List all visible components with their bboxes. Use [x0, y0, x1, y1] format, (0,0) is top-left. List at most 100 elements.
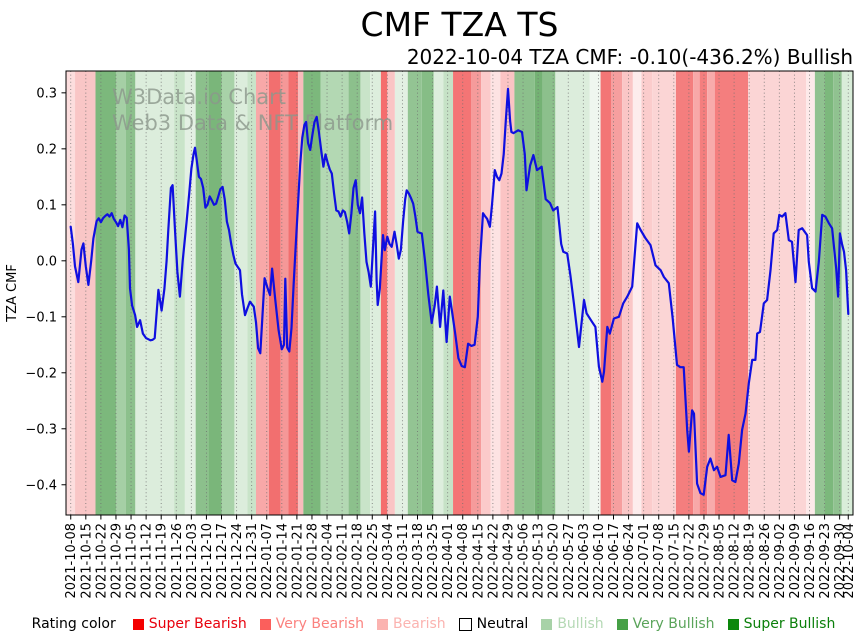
x-tick-label: 2022-05-13: [532, 523, 547, 599]
x-tick-label: 2022-01-14: [275, 523, 290, 599]
rating-band: [707, 71, 715, 515]
cmf-line: [69, 87, 850, 496]
rating-band: [806, 71, 815, 515]
legend-item-label: Neutral: [476, 616, 529, 632]
y-tick-label: 0.2: [36, 142, 57, 157]
x-tick-label: 2021-12-03: [185, 523, 200, 599]
rating-band: [208, 71, 222, 515]
legend-item-label: Super Bearish: [148, 616, 247, 632]
rating-band: [135, 71, 175, 515]
rating-band: [824, 71, 834, 515]
x-tick-label: 2021-11-26: [170, 523, 185, 599]
rating-band: [693, 71, 700, 515]
x-tick-label: 2022-04-08: [456, 523, 471, 599]
x-tick-label: 2022-07-29: [697, 523, 712, 599]
rating-band: [360, 71, 371, 515]
rating-band: [95, 71, 116, 515]
x-tick-label: 2022-09-30: [833, 523, 848, 599]
legend-swatch: [458, 617, 472, 631]
rating-band: [514, 71, 535, 515]
x-tick-label: 2022-07-08: [652, 523, 667, 599]
legend-item-label: Very Bullish: [632, 616, 715, 632]
x-tick-label: 2022-06-17: [607, 523, 622, 599]
x-tick-label: 2022-03-25: [426, 523, 441, 599]
x-tick-label: 2022-01-21: [290, 523, 305, 599]
x-tick-label: 2022-08-12: [728, 523, 743, 599]
y-tick-label: −0.2: [25, 366, 57, 381]
x-tick-label: 2022-09-23: [818, 523, 833, 599]
x-tick-label: 2022-09-02: [773, 523, 788, 599]
rating-band: [387, 71, 395, 515]
y-tick-label: −0.4: [25, 478, 57, 493]
x-tick-label: 2021-12-10: [200, 523, 215, 599]
legend-item-neutral: Neutral: [458, 616, 529, 632]
x-tick-label: 2022-04-22: [486, 523, 501, 599]
rating-band: [303, 71, 321, 515]
x-tick-label: 2021-11-05: [125, 523, 140, 599]
legend-item-label: Very Bearish: [275, 616, 365, 632]
x-tick-label: 2021-10-08: [64, 523, 79, 599]
x-tick-label: 2021-12-17: [215, 523, 230, 599]
x-tick-label: 2022-09-09: [788, 523, 803, 599]
rating-band: [195, 71, 209, 515]
chart-title: CMF TZA TS: [360, 5, 559, 44]
x-tick-label: 2021-10-22: [94, 523, 109, 599]
watermark-line1: W3Data.io Chart: [112, 85, 286, 109]
legend-item-bearish: Bearish: [377, 616, 446, 632]
legend-swatch: [132, 618, 144, 630]
x-tick-label: 2021-11-19: [155, 523, 170, 599]
legend-item-very-bearish: Very Bearish: [259, 616, 365, 632]
legend-swatch: [541, 618, 553, 630]
rating-band: [622, 71, 633, 515]
legend-item-bullish: Bullish: [541, 616, 604, 632]
x-tick-label: 2022-06-10: [592, 523, 607, 599]
rating-band: [699, 71, 708, 515]
legend-swatch: [727, 618, 739, 630]
x-tick-label: 2022-05-20: [547, 523, 562, 599]
rating-band: [714, 71, 749, 515]
rating-band: [453, 71, 472, 515]
legend-swatch: [259, 618, 271, 630]
x-tick-label: 2022-01-07: [260, 523, 275, 599]
y-tick-label: 0.0: [36, 254, 57, 269]
x-tick-label: 2021-12-24: [230, 523, 245, 599]
x-tick-label: 2022-08-05: [713, 523, 728, 599]
rating-band: [66, 71, 76, 515]
legend-item-label: Bullish: [557, 616, 604, 632]
legend-item-super-bullish: Super Bullish: [727, 616, 835, 632]
x-tick-label: 2022-02-25: [366, 523, 381, 599]
x-tick-label: 2021-12-31: [245, 523, 260, 599]
rating-band: [500, 71, 515, 515]
x-tick-label: 2022-10-04: [842, 523, 857, 599]
rating-band: [748, 71, 807, 515]
rating-band: [443, 71, 454, 515]
x-tick-label: 2022-01-28: [305, 523, 320, 599]
watermark-line2: Web3 Data & NFT Platform: [112, 111, 393, 135]
axis-spine: [65, 70, 854, 516]
x-tick-label: 2022-03-18: [411, 523, 426, 599]
rating-band: [490, 71, 501, 515]
x-tick-label: 2022-04-15: [471, 523, 486, 599]
legend-swatch: [377, 618, 389, 630]
y-tick-label: 0.3: [36, 86, 57, 101]
y-axis-label: TZA CMF: [5, 264, 20, 323]
x-tick-label: 2022-03-11: [396, 523, 411, 599]
rating-band: [221, 71, 235, 515]
rating-band: [589, 71, 601, 515]
x-tick-label: 2022-03-04: [381, 523, 396, 599]
x-tick-label: 2022-07-15: [667, 523, 682, 599]
legend-item-label: Bearish: [393, 616, 446, 632]
rating-band: [407, 71, 422, 515]
rating-band: [471, 71, 482, 515]
rating-band: [115, 71, 126, 515]
x-tick-label: 2022-09-16: [803, 523, 818, 599]
rating-band: [632, 71, 642, 515]
x-tick-label: 2022-04-01: [441, 523, 456, 599]
y-tick-label: 0.1: [36, 198, 57, 213]
chart-subtitle: 2022-10-04 TZA CMF: -0.10(-436.2%) Bulli…: [406, 45, 853, 69]
x-tick-label: 2022-05-27: [562, 523, 577, 599]
rating-band: [247, 71, 256, 515]
rating-band: [675, 71, 694, 515]
x-tick-label: 2021-11-12: [140, 523, 155, 599]
